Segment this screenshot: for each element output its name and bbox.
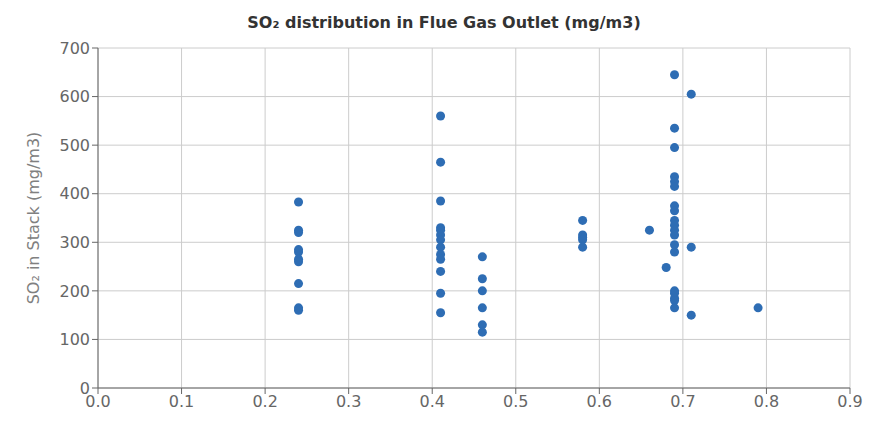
svg-text:300: 300 xyxy=(59,233,90,252)
svg-text:0.5: 0.5 xyxy=(503,392,528,411)
svg-text:0.3: 0.3 xyxy=(336,392,361,411)
html-text:SO₂ distribution in Flue Gas O: SO₂ distribution in Flue Gas Outlet (mg/… xyxy=(247,13,641,32)
svg-text:SO₂ in Stack (mg/m3): SO₂ in Stack (mg/m3) xyxy=(24,132,43,305)
svg-text:0.9: 0.9 xyxy=(837,392,862,411)
svg-text:0.1: 0.1 xyxy=(169,392,194,411)
svg-text:600: 600 xyxy=(59,87,90,106)
svg-text:500: 500 xyxy=(59,136,90,155)
svg-text:0.7: 0.7 xyxy=(670,392,695,411)
svg-text:100: 100 xyxy=(59,330,90,349)
svg-text:200: 200 xyxy=(59,282,90,301)
svg-text:400: 400 xyxy=(59,184,90,203)
svg-text:700: 700 xyxy=(59,39,90,58)
svg-text:0.8: 0.8 xyxy=(754,392,779,411)
svg-text:0.2: 0.2 xyxy=(252,392,277,411)
svg-text:0.6: 0.6 xyxy=(587,392,612,411)
svg-text:0.4: 0.4 xyxy=(419,392,444,411)
svg-text:0.0: 0.0 xyxy=(85,392,111,412)
svg-text:0: 0 xyxy=(80,379,90,398)
